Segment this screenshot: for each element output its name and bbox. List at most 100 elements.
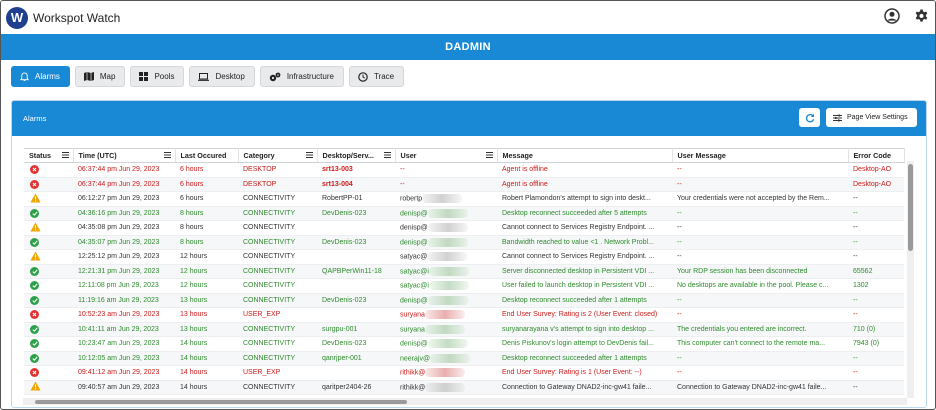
user-name: satyac@ (400, 253, 428, 261)
horizontal-scrollbar-thumb[interactable] (35, 400, 407, 404)
gear-icon[interactable] (914, 8, 929, 24)
last-occured-cell: 14 hours (175, 336, 238, 352)
column-menu-icon[interactable] (383, 152, 391, 158)
table-row[interactable]: 12:21:31 pm Jun 29, 2023 12 hours CONNECTI… (24, 264, 904, 279)
time-cell: 12:21:31 pm Jun 29, 2023 (73, 264, 175, 279)
category-cell: CONNECTIVITY (238, 264, 317, 279)
vertical-scrollbar-thumb[interactable] (908, 164, 913, 251)
table-row[interactable]: 10:52:23 am Jun 29, 2023 13 hours USER_EXP… (24, 307, 904, 323)
status-cell (24, 293, 73, 308)
category-cell: CONNECTIVITY (238, 191, 317, 207)
map-icon (83, 72, 94, 81)
last-occured-cell: 14 hours (175, 351, 238, 366)
vertical-scrollbar-track[interactable] (907, 161, 914, 398)
table-row[interactable]: 09:40:57 am Jun 29, 2023 14 hours CONNECTI… (24, 380, 904, 395)
redacted-email (427, 252, 468, 262)
user-name: rithikk@ (400, 369, 426, 377)
user-name: denisp@ (400, 210, 428, 218)
tab-trace[interactable]: Trace (348, 66, 405, 87)
refresh-button[interactable] (799, 108, 820, 127)
warning-status-icon (30, 251, 41, 263)
table-row[interactable]: 09:41:12 am Jun 29, 2023 14 hours USER_EXP… (24, 365, 904, 381)
message-cell: Desktop reconnect succeeded after 5 atte… (497, 206, 672, 221)
message-cell: Desktop reconnect succeeded after 1 atte… (497, 293, 672, 308)
desktop-cell (317, 307, 395, 323)
tab-pools[interactable]: Pools (130, 66, 185, 87)
column-header-message[interactable]: Message (497, 148, 673, 163)
user-cell: suryana (395, 307, 497, 323)
table-row[interactable]: 04:36:16 pm Jun 29, 2023 8 hours CONNECTIV… (24, 206, 904, 221)
user-message-cell: -- (672, 249, 848, 265)
tab-alarms[interactable]: Alarms (11, 66, 70, 87)
desktop-cell: QAPBPerWin11-18 (317, 264, 395, 279)
last-occured-cell: 6 hours (175, 191, 238, 207)
category-cell: CONNECTIVITY (238, 220, 317, 236)
last-occured-cell: 8 hours (175, 220, 238, 236)
tenant-bar: DADMIN (1, 34, 935, 60)
user-account-icon[interactable] (884, 8, 900, 24)
desktop-cell: srt13-003 (317, 162, 395, 178)
user-cell: rithikk@ (395, 380, 497, 395)
column-header-category[interactable]: Category (238, 148, 318, 163)
column-menu-icon[interactable] (61, 152, 69, 158)
status-cell (24, 264, 73, 279)
alarms-table-body: 06:37:44 pm Jun 29, 2023 6 hours DESKTOP sr… (24, 162, 904, 395)
column-header-user-message-label: User Message (677, 151, 726, 160)
column-menu-icon[interactable] (305, 152, 313, 158)
column-header-time[interactable]: Time (UTC) (73, 148, 176, 163)
column-header-last-occured-label: Last Occured (180, 151, 227, 160)
user-cell: denisp@ (395, 235, 497, 250)
app-title: Workspot Watch (33, 10, 121, 25)
tab-map[interactable]: Map (74, 66, 126, 87)
time-cell: 04:35:08 pm Jun 29, 2023 (73, 220, 175, 236)
laptop-icon (198, 72, 210, 81)
column-header-desktop-server[interactable]: Desktop/Serv... (317, 148, 396, 163)
redacted-email (428, 281, 469, 291)
category-cell: CONNECTIVITY (238, 278, 317, 294)
column-header-last-occured[interactable]: Last Occured (175, 148, 239, 163)
table-row[interactable]: 11:19:16 am Jun 29, 2023 13 hours CONNECTI… (24, 293, 904, 308)
table-row[interactable]: 12:25:12 pm Jun 29, 2023 12 hours CONNECTI… (24, 249, 904, 265)
table-row[interactable]: 10:23:47 am Jun 29, 2023 14 hours CONNECTI… (24, 336, 904, 352)
user-message-cell: -- (672, 235, 848, 250)
success-status-icon (30, 295, 39, 305)
user-name: robertp (400, 195, 423, 203)
table-row[interactable]: 06:37:44 pm Jun 29, 2023 6 hours DESKTOP sr… (24, 177, 904, 192)
category-cell: CONNECTIVITY (238, 322, 317, 337)
message-cell: Denis Piskunov's login attempt to DevDen… (497, 336, 672, 352)
redacted-email (424, 324, 465, 334)
table-row[interactable]: 12:11:08 pm Jun 29, 2023 12 hours CONNECTI… (24, 278, 904, 294)
message-cell: End User Survey: Rating is 2 (User Event… (497, 307, 672, 323)
column-menu-icon[interactable] (485, 152, 493, 158)
user-cell: robertp (395, 191, 497, 207)
table-row[interactable]: 04:35:07 pm Jun 29, 2023 8 hours CONNECTIV… (24, 235, 904, 250)
column-header-user[interactable]: User (395, 148, 498, 163)
error-code-cell: -- (848, 220, 904, 236)
page-view-settings-button[interactable]: Page View Settings (826, 108, 917, 127)
tab-infrastructure[interactable]: Infrastructure (259, 66, 344, 87)
redacted-email (424, 310, 465, 320)
table-row[interactable]: 04:35:08 pm Jun 29, 2023 8 hours CONNECTIV… (24, 220, 904, 236)
tab-infrastructure-label: Infrastructure (286, 72, 334, 81)
workspot-logo[interactable]: W (6, 6, 28, 29)
user-name: denisp@ (400, 340, 428, 348)
column-header-status[interactable]: Status (24, 148, 74, 163)
table-row[interactable]: 06:37:44 pm Jun 29, 2023 6 hours DESKTOP sr… (24, 162, 904, 178)
column-menu-icon[interactable] (163, 152, 171, 158)
error-code-cell: Desktop-AO (848, 177, 904, 192)
table-row[interactable]: 06:12:27 pm Jun 29, 2023 6 hours CONNECTIV… (24, 191, 904, 207)
error-code-cell: -- (848, 351, 904, 366)
error-code-cell: -- (848, 307, 904, 323)
user-name: denisp@ (400, 239, 428, 247)
horizontal-scrollbar-track[interactable] (23, 398, 907, 405)
panel-title: Alarms (23, 114, 47, 123)
column-header-error-code[interactable]: Error Code (848, 148, 905, 163)
alarms-panel: Alarms Page View Settings Status Time (U… (11, 100, 927, 408)
table-row[interactable]: 10:12:05 am Jun 29, 2023 14 hours CONNECTI… (24, 351, 904, 366)
user-cell: rithikk@ (395, 365, 497, 381)
column-header-user-message[interactable]: User Message (672, 148, 849, 163)
tab-desktop[interactable]: Desktop (189, 66, 255, 87)
message-cell: End User Survey: Rating is 1 (User Event… (497, 365, 672, 381)
time-cell: 12:25:12 pm Jun 29, 2023 (73, 249, 175, 265)
table-row[interactable]: 10:41:11 am Jun 29, 2023 13 hours CONNECTI… (24, 322, 904, 337)
